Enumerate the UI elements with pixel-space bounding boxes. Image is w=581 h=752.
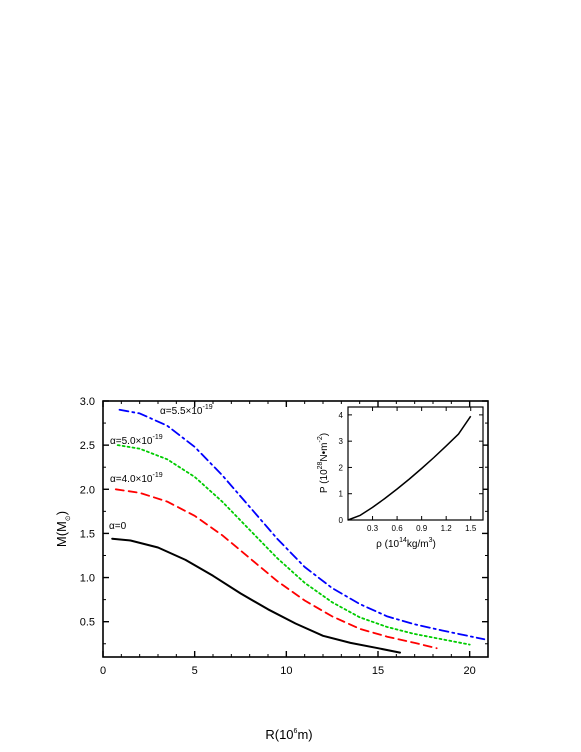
inset-x-tick-label: 0.9 (416, 524, 428, 533)
annotation-alpha-4-0-base: α=4.0×10 (110, 474, 153, 485)
annotation-alpha-5-0-exp: -19 (153, 434, 163, 441)
annotation-alpha-0-base: α=0 (109, 521, 127, 532)
inset-y-tick-label: 4 (339, 411, 344, 420)
main-tick-labels: 0 5 10 15 200.51.01.52.02.53.0 (80, 396, 476, 677)
y-axis-label: M(M⊙) (54, 511, 72, 547)
y-tick-label: 2.5 (80, 440, 95, 452)
inset-plot-frame (347, 406, 484, 521)
inset-x-label-end: ) (432, 539, 435, 550)
inset-tick-labels: 0.3 0.6 0.9 1.2 1.5 0 1 2 3 4 (339, 411, 477, 533)
annotation-alpha-5-5-base: α=5.5×10 (160, 406, 203, 417)
inset-x-axis-label: ρ (1014kg/m3) (376, 537, 436, 550)
inset-y-label-suffix: N•m (319, 442, 330, 461)
x-axis-label-prefix: R(10 (265, 727, 293, 742)
annotation-alpha-5-0: α=5.0×10-19 (110, 434, 163, 447)
y-axis-label-sub: ⊙ (65, 515, 72, 521)
y-tick-label: 3.0 (80, 396, 95, 408)
inset-axis-ticks (348, 407, 483, 521)
main-axis-ticks (102, 400, 488, 657)
annotation-alpha-5-5: α=5.5×10-19 (160, 404, 213, 417)
inset-x-tick-label: 0.3 (367, 524, 379, 533)
y-tick-label: 1.0 (80, 573, 95, 585)
inset-x-label-prefix: ρ (10 (376, 539, 399, 550)
series-line-0 (111, 537, 401, 654)
inset-y-label-end: ) (319, 433, 330, 436)
y-axis-label-prefix: M(M (54, 521, 69, 547)
x-tick-label: 10 (280, 665, 292, 677)
inset-series-line-0 (347, 415, 472, 521)
inset-y-label-sup: 28 (317, 461, 324, 469)
inset-series-group (347, 415, 472, 521)
x-tick-label: 5 (192, 665, 198, 677)
series-line-2 (116, 444, 471, 646)
x-tick-label: 20 (464, 665, 476, 677)
y-tick-label: 1.5 (80, 528, 95, 540)
main-plot-frame (102, 400, 489, 658)
annotation-alpha-5-5-exp: -19 (203, 404, 213, 411)
y-axis-label-suffix: ) (54, 511, 69, 515)
inset-x-label-sup2: 3 (429, 537, 433, 544)
annotation-alpha-4-0-exp: -19 (153, 472, 163, 479)
x-axis-label-suffix: m) (297, 727, 312, 742)
y-tick-label: 2.0 (80, 484, 95, 496)
inset-x-tick-label: 0.6 (392, 524, 404, 533)
x-axis-label-sup: 6 (294, 728, 298, 735)
inset-y-label-sup2: -2 (317, 436, 324, 442)
main-series-group (111, 408, 486, 654)
annotation-alpha-0: α=0 (109, 521, 127, 532)
inset-y-tick-label: 0 (339, 516, 344, 525)
inset-x-tick-label: 1.5 (465, 524, 477, 533)
inset-y-axis-label: P (1028N•m-2) (317, 433, 330, 493)
series-line-3 (118, 408, 486, 641)
y-tick-label: 0.5 (80, 617, 95, 629)
series-line-1 (114, 488, 438, 650)
annotation-alpha-5-0-base: α=5.0×10 (110, 436, 153, 447)
inset-y-tick-label: 2 (339, 463, 344, 472)
x-axis-label: R(106m) (265, 727, 312, 742)
inset-x-label-suffix: kg/m (407, 539, 429, 550)
x-tick-label: 0 (100, 665, 106, 677)
x-tick-label: 15 (372, 665, 384, 677)
inset-x-tick-label: 1.2 (441, 524, 453, 533)
inset-y-label-prefix: P (10 (319, 469, 330, 493)
annotation-alpha-4-0: α=4.0×10-19 (110, 472, 163, 485)
inset-y-tick-label: 3 (339, 437, 344, 446)
inset-y-tick-label: 1 (339, 490, 344, 499)
inset-x-label-sup: 14 (399, 537, 407, 544)
